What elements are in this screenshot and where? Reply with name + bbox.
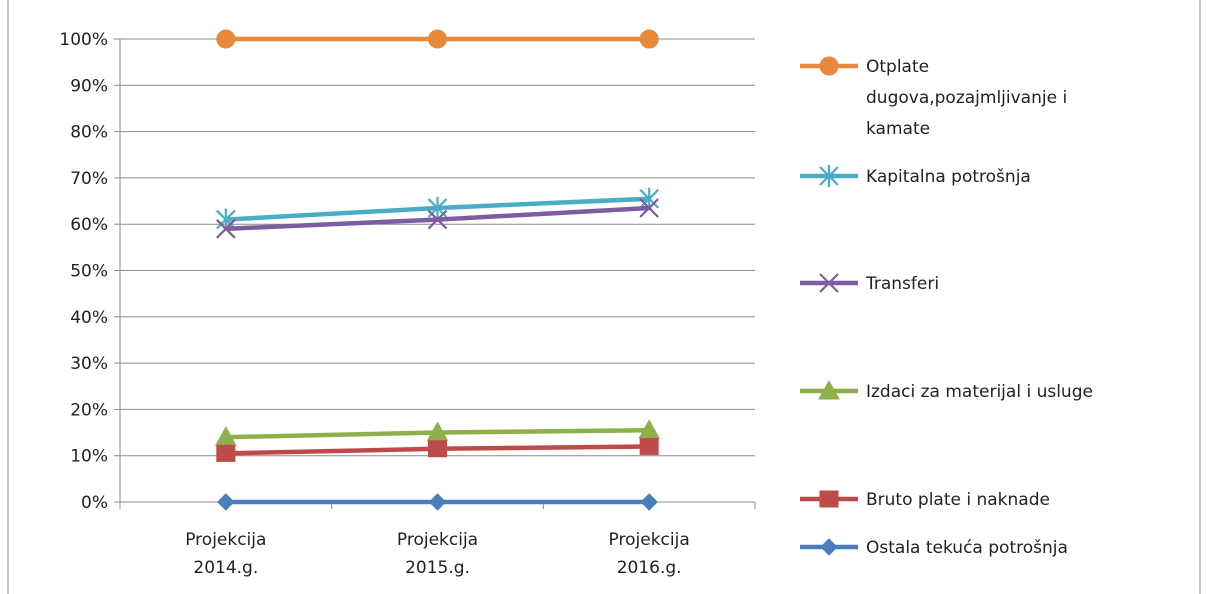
legend-label-line: Ostala tekuća potrošnja <box>866 538 1068 558</box>
legend-label-4: Bruto plate i naknade <box>866 490 1050 510</box>
y-tick-label: 40% <box>70 308 108 328</box>
data-point-s5-p2 <box>640 493 658 511</box>
data-point-s2-p2-stroke <box>639 198 659 218</box>
data-point-s4-p1-shape <box>428 440 447 458</box>
data-point-s0-p1-shape <box>428 29 447 49</box>
x-tick-label-line: Projekcija <box>609 530 690 550</box>
data-point-s4-p0 <box>216 444 236 462</box>
data-point-s0-p0-shape <box>216 29 236 49</box>
legend-swatch-marker-5 <box>820 538 838 556</box>
x-tick-label-line: Projekcija <box>185 530 266 550</box>
data-point-s2-p2 <box>639 198 659 218</box>
legend-swatch-marker-2 <box>819 273 839 293</box>
y-tick-label: 80% <box>70 123 108 143</box>
legend-swatch-marker-2-stroke <box>819 273 839 293</box>
y-tick-label: 50% <box>70 262 108 282</box>
y-tick-label: 100% <box>59 30 108 50</box>
legend-swatch-marker-4 <box>819 490 839 508</box>
legend-swatch-marker-5-shape <box>820 538 838 556</box>
y-tick-label: 60% <box>70 215 108 235</box>
legend-swatch-marker-3-shape <box>818 379 840 400</box>
data-point-s0-p2-shape <box>639 29 659 49</box>
data-point-s2-p1 <box>427 209 448 230</box>
data-point-s0-p2 <box>639 29 659 49</box>
x-tick-label-line: 2014.g. <box>193 558 258 578</box>
x-tick-label-line: Projekcija <box>397 530 478 550</box>
legend-label-line: Izdaci za materijal i usluge <box>866 382 1093 402</box>
x-tick-label-line: 2015.g. <box>405 558 470 578</box>
legend-swatch-marker-0-shape <box>819 56 839 76</box>
legend-label-line: Bruto plate i naknade <box>866 490 1050 510</box>
data-point-s4-p2-shape <box>639 437 659 455</box>
data-point-s0-p1 <box>428 29 447 49</box>
data-point-s2-p1-stroke <box>427 209 448 230</box>
legend-label-line: kamate <box>866 119 930 139</box>
legend-swatch-marker-1 <box>819 165 839 187</box>
legend-label-line: Otplate <box>866 57 929 77</box>
data-point-s5-p2-shape <box>640 493 658 511</box>
legend-label-line: Kapitalna potrošnja <box>866 167 1031 187</box>
y-tick-label: 0% <box>81 493 108 513</box>
data-point-s5-p1-shape <box>428 493 447 511</box>
y-tick-label: 10% <box>70 447 108 467</box>
legend-label-0: Otplate dugova,pozajmljivanje i kamate <box>866 57 1067 139</box>
legend-label-3: Izdaci za materijal i usluge <box>866 382 1093 402</box>
legend-label-5: Ostala tekuća potrošnja <box>866 538 1068 558</box>
data-point-s0-p0 <box>216 29 236 49</box>
data-point-s4-p2 <box>639 437 659 455</box>
data-point-s5-p0-shape <box>217 493 235 511</box>
legend-label-1: Kapitalna potrošnja <box>866 167 1031 187</box>
data-point-s4-p1 <box>428 440 447 458</box>
data-point-s4-p0-shape <box>216 444 236 462</box>
data-point-s5-p0 <box>217 493 235 511</box>
x-tick-label: Projekcija 2016.g. <box>609 530 690 578</box>
legend-label-line: dugova,pozajmljivanje i <box>866 88 1067 108</box>
legend-swatch-marker-4-shape <box>819 490 839 508</box>
legend-swatch-marker-0 <box>819 56 839 76</box>
y-tick-label: 70% <box>70 169 108 189</box>
data-point-s2-p0-stroke <box>216 219 236 239</box>
legend-swatch-marker-3 <box>818 379 840 400</box>
legend-label-line: Transferi <box>865 274 939 294</box>
x-tick-label-line: 2016.g. <box>617 558 682 578</box>
x-tick-label: Projekcija 2015.g. <box>397 530 478 578</box>
y-tick-label: 30% <box>70 354 108 374</box>
y-tick-label: 20% <box>70 400 108 420</box>
data-point-s2-p0 <box>216 219 236 239</box>
x-tick-label: Projekcija 2014.g. <box>185 530 266 578</box>
legend-label-2: Transferi <box>865 274 939 294</box>
data-point-s5-p1 <box>428 493 447 511</box>
y-tick-label: 90% <box>70 76 108 96</box>
